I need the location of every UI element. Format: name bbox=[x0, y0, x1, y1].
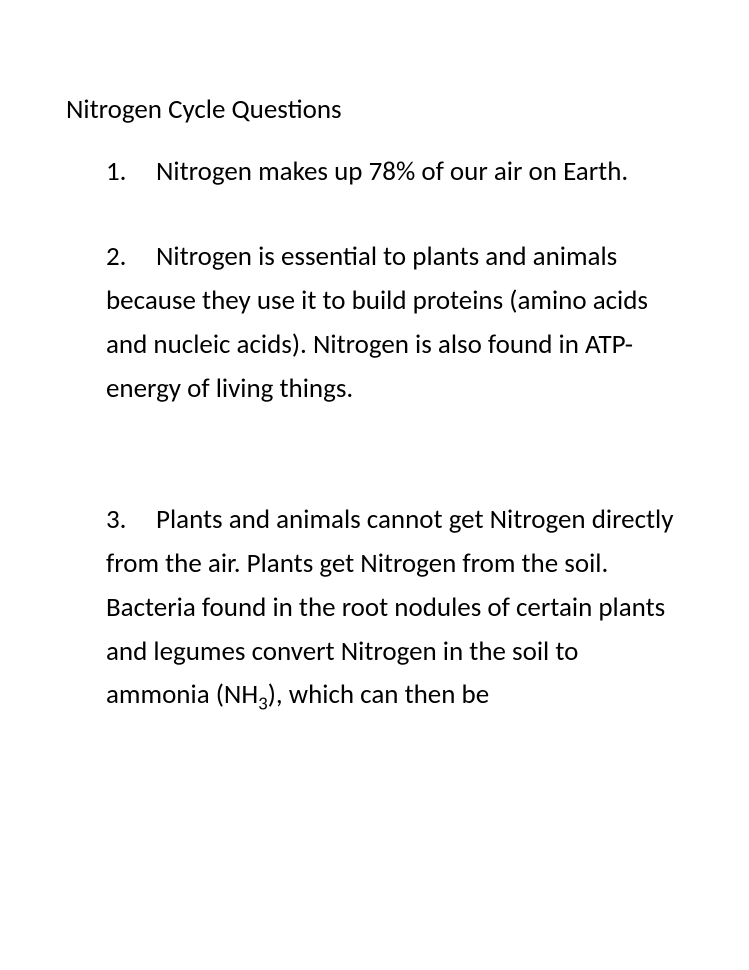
item-text-first: Nitrogen is essential to plants and bbox=[156, 240, 527, 273]
item-text-first: Plants and animals cannot get bbox=[156, 503, 484, 536]
page-title: Nitrogen Cycle Questions bbox=[66, 88, 683, 132]
item-number: 3. bbox=[106, 498, 128, 542]
item-text-rest: Earth. bbox=[563, 155, 628, 188]
item-number: 2. bbox=[106, 235, 128, 279]
list-item: 2.Nitrogen is essential to plants and an… bbox=[66, 235, 683, 410]
document-page: Nitrogen Cycle Questions 1. Nitrogen make… bbox=[0, 0, 749, 717]
list-item: 1. Nitrogen makes up 78% of our air on Ea… bbox=[66, 150, 683, 194]
item-text-first: Nitrogen makes up 78% of our air on bbox=[156, 155, 557, 188]
list-item: 3.Plants and animals cannot get Nitrogen… bbox=[66, 498, 683, 717]
item-number: 1. bbox=[106, 150, 128, 194]
